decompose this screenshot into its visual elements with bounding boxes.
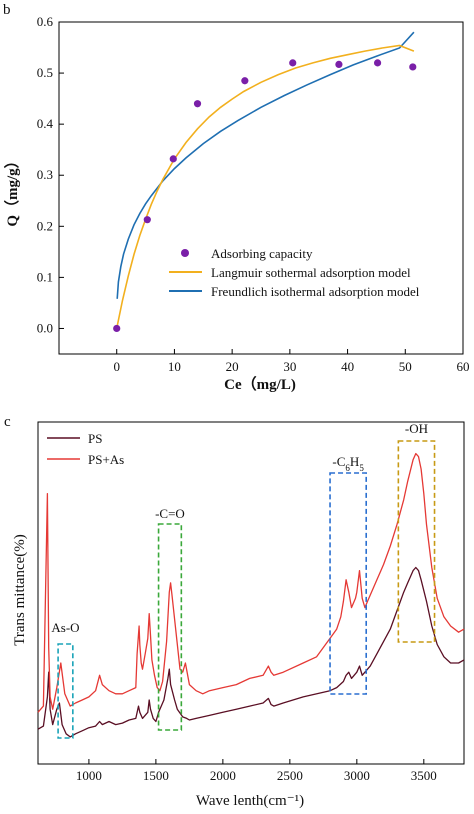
annotation-label: -C6H5 [332, 454, 364, 473]
panel-b-legend: Adsorbing capacity Langmuir sothermal ad… [169, 246, 420, 299]
annotation-box [329, 472, 368, 695]
adsorbing-capacity-point [193, 100, 202, 108]
panel-b-ytick-label: 0.5 [37, 65, 53, 80]
panel-b-xtick-label: 60 [457, 359, 470, 374]
panel-b-ylabel: Q（mg/g） [3, 153, 21, 226]
panel-b-xtick-label: 10 [168, 359, 181, 374]
legend-marker-adsorbing [181, 249, 189, 257]
freundlich-curve [116, 31, 415, 299]
adsorbing-capacity-point [335, 60, 343, 68]
annotation-box [57, 643, 74, 739]
langmuir-curve [115, 44, 415, 329]
panel-b-ytick-label: 0.3 [37, 167, 53, 182]
annotation-label: -C=O [155, 506, 185, 521]
panel-c-legend: PS PS+As [47, 431, 124, 467]
adsorbing-capacity-point [143, 216, 151, 224]
panel-c-ticks: 1000 1500 2000 2500 3000 3500 [76, 759, 437, 783]
annotation-label: -OH [405, 421, 428, 436]
panel-b-series [113, 31, 417, 333]
legend-label-freundlich: Freundlich isothermal adsorption model [211, 284, 420, 299]
ps-spectrum [37, 566, 465, 738]
panel-b-ytick-label: 0.1 [37, 269, 53, 284]
panel-c-xtick-label: 2000 [210, 768, 236, 783]
panel-c-xlabel: Wave lenth(cm⁻¹) [196, 793, 304, 809]
legend-label-langmuir: Langmuir sothermal adsorption model [211, 265, 411, 280]
annotation-box [157, 523, 183, 731]
legend-label-ps-as: PS+As [88, 452, 124, 467]
adsorbing-capacity-point [289, 59, 297, 67]
panel-b-xtick-label: 40 [341, 359, 354, 374]
panel-c-xtick-label: 1500 [143, 768, 169, 783]
panel-b-label: b [3, 2, 11, 18]
panel-c-xtick-label: 1000 [76, 768, 102, 783]
panel-b-ticks: 0 10 20 30 40 50 60 0.0 0.1 0.2 0.3 0.4 0.5 0.6 [37, 14, 470, 374]
panel-b-xtick-label: 50 [399, 359, 412, 374]
panel-b-xtick-label: 0 [113, 359, 120, 374]
panel-b-ytick-label: 0.4 [37, 116, 54, 131]
panel-b: b 0 10 20 30 40 50 60 0.0 0.1 0.2 0.3 0.4 0.5 0.6 Ce（… [3, 2, 470, 393]
panel-c-xtick-label: 3500 [411, 768, 437, 783]
panel-b-xtick-label: 30 [283, 359, 296, 374]
panel-c-series [37, 452, 465, 738]
panel-b-plot-frame [58, 21, 464, 355]
panel-c: c 1000 1500 2000 2500 3000 3500 As-O -C=O -C6H5… [4, 414, 465, 809]
annotation-box [397, 440, 436, 643]
panel-b-xtick-label: 20 [226, 359, 239, 374]
panel-c-xtick-label: 3000 [344, 768, 370, 783]
panel-c-annotations: As-O -C=O -C6H5 -OH [51, 421, 436, 739]
panel-c-ylabel: Trans mittance(%) [12, 534, 28, 646]
panel-b-ytick-label: 0.6 [37, 14, 54, 29]
panel-b-xlabel: Ce（mg/L) [224, 375, 296, 393]
panel-c-xtick-label: 2500 [277, 768, 303, 783]
panel-c-label: c [4, 414, 11, 430]
panel-c-plot-frame [37, 421, 465, 765]
adsorbing-capacity-point [409, 63, 417, 71]
adsorbing-capacity-point [169, 155, 177, 163]
ps-as-spectrum [37, 452, 465, 713]
adsorbing-capacity-point [241, 77, 249, 85]
legend-label-adsorbing: Adsorbing capacity [211, 246, 313, 261]
legend-label-ps: PS [88, 431, 102, 446]
adsorbing-capacity-point [113, 324, 121, 333]
panel-b-ytick-label: 0.0 [37, 320, 53, 335]
annotation-label: As-O [51, 620, 79, 635]
panel-b-ytick-label: 0.2 [37, 218, 53, 233]
adsorbing-capacity-point [373, 59, 382, 67]
